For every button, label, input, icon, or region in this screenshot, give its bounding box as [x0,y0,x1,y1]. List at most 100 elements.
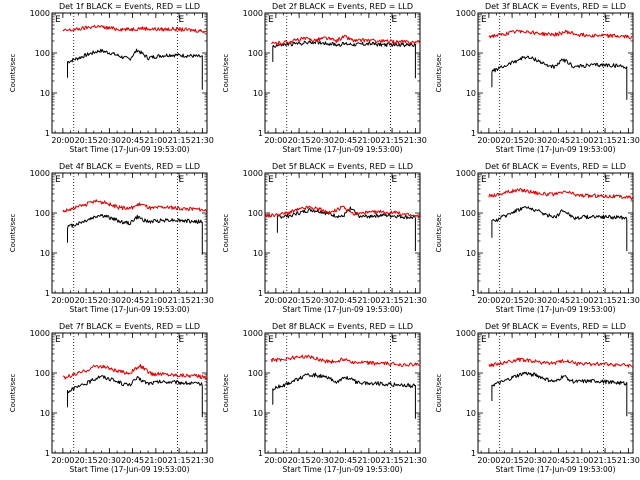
x-tick-label: 20:30 [524,136,547,145]
y-axis-label: Counts/sec [9,374,17,413]
panel-1: Det 1f BLACK = Events, RED = LLD 1 10 100 10… [9,2,214,154]
series-lld-line [62,363,208,380]
y-tick-label: 1 [45,129,50,138]
x-axis: 20:00 20:15 20:30 20:45 21:00 21:15 21:30Start… [51,13,214,154]
x-tick-label: 20:45 [121,456,144,465]
panel-9: Det 9f BLACK = Events, RED = LLD 1 10 100 10… [435,322,640,474]
x-tick-label: 20:00 [477,456,500,465]
x-tick-label: 20:30 [311,456,334,465]
e-marker-label: E [481,15,487,25]
x-tick-label: 21:00 [357,456,380,465]
panel-title: Det 2f BLACK = Events, RED = LLD [272,2,413,11]
series-events-line [67,48,203,90]
plot-frame [51,12,208,134]
y-axis-label: Counts/sec [9,214,17,253]
series-events-line [491,55,628,100]
x-axis-label: Start Time (17-Jun-09 19:53:00) [283,465,403,474]
x-tick-label: 21:15 [594,296,617,305]
e-marker-label: E [605,175,611,185]
y-axis-label: Counts/sec [222,374,230,413]
x-tick-label: 20:30 [98,456,121,465]
x-tick-label: 21:15 [381,456,404,465]
series-lld-line [488,357,634,368]
e-marker-label: E [179,335,185,345]
panel-title: Det 9f BLACK = Events, RED = LLD [485,322,626,331]
e-marker-label: E [55,335,61,345]
x-tick-label: 20:30 [98,136,121,145]
panel-title: Det 5f BLACK = Events, RED = LLD [272,162,413,171]
plot-frame [477,12,634,134]
x-tick-label: 20:15 [75,296,98,305]
x-axis: 20:00 20:15 20:30 20:45 21:00 21:15 21:30Start… [264,13,427,154]
y-tick-label: 1000 [30,329,50,338]
x-tick-label: 20:15 [501,296,524,305]
e-marker-label: E [268,335,274,345]
panel-7: Det 7f BLACK = Events, RED = LLD 1 10 100 10… [9,322,214,474]
x-tick-label: 20:45 [121,136,144,145]
y-tick-label: 1 [258,449,263,458]
e-marker-label: E [392,15,398,25]
y-tick-label: 100 [35,369,50,378]
panel-title: Det 4f BLACK = Events, RED = LLD [59,162,200,171]
panel-title: Det 1f BLACK = Events, RED = LLD [59,2,200,11]
x-tick-label: 21:15 [594,136,617,145]
x-tick-label: 20:15 [288,456,311,465]
e-marker-label: E [268,15,274,25]
x-axis-label: Start Time (17-Jun-09 19:53:00) [283,305,403,314]
series-lld-line [62,24,208,34]
x-axis-label: Start Time (17-Jun-09 19:53:00) [496,465,616,474]
x-tick-label: 20:00 [264,456,287,465]
panel-title: Det 8f BLACK = Events, RED = LLD [272,322,413,331]
y-tick-label: 1 [258,129,263,138]
x-axis: 20:00 20:15 20:30 20:45 21:00 21:15 21:30Start… [264,173,427,314]
x-tick-label: 20:45 [334,136,357,145]
y-axis: 1 10 100 1000 Counts/sec [435,169,633,298]
x-tick-label: 20:00 [51,296,74,305]
y-tick-label: 1000 [456,169,476,178]
series-events-line [272,372,416,419]
panel-5: Det 5f BLACK = Events, RED = LLD 1 10 100 10… [222,162,427,314]
e-marker-label: E [55,175,61,185]
x-tick-label: 21:30 [191,456,214,465]
x-axis: 20:00 20:15 20:30 20:45 21:00 21:15 21:30Start… [477,333,640,474]
x-tick-label: 20:45 [547,456,570,465]
y-tick-label: 1 [471,129,476,138]
x-tick-label: 21:00 [357,136,380,145]
x-tick-label: 21:00 [570,136,593,145]
y-tick-label: 10 [466,249,476,258]
y-tick-label: 100 [35,49,50,58]
y-axis: 1 10 100 1000 Counts/sec [9,169,207,298]
x-tick-label: 20:15 [501,136,524,145]
y-tick-label: 100 [248,49,263,58]
x-tick-label: 21:15 [594,456,617,465]
x-tick-label: 21:30 [617,296,640,305]
x-tick-label: 20:15 [288,136,311,145]
y-tick-label: 1 [258,289,263,298]
x-tick-label: 20:00 [477,296,500,305]
panel-8: Det 8f BLACK = Events, RED = LLD 1 10 100 10… [222,322,427,474]
plot-frame [477,172,634,294]
e-marker-label: E [392,175,398,185]
x-tick-label: 21:00 [144,136,167,145]
plot-frame [51,332,208,454]
x-axis: 20:00 20:15 20:30 20:45 21:00 21:15 21:30Start… [477,173,640,314]
x-axis-label: Start Time (17-Jun-09 19:53:00) [70,465,190,474]
y-axis-label: Counts/sec [435,54,443,93]
x-tick-label: 21:00 [357,296,380,305]
x-tick-label: 21:15 [381,136,404,145]
x-tick-label: 20:30 [311,136,334,145]
y-tick-label: 1000 [456,9,476,18]
x-tick-label: 20:00 [51,136,74,145]
x-axis-label: Start Time (17-Jun-09 19:53:00) [70,145,190,154]
x-tick-label: 21:15 [168,136,191,145]
x-tick-label: 21:00 [144,296,167,305]
x-tick-label: 20:00 [51,456,74,465]
x-tick-label: 20:00 [477,136,500,145]
y-tick-label: 100 [248,369,263,378]
y-axis: 1 10 100 1000 Counts/sec [9,329,207,458]
y-tick-label: 10 [253,89,263,98]
x-tick-label: 21:30 [617,136,640,145]
series-events-line [272,39,416,79]
y-axis: 1 10 100 1000 Counts/sec [222,9,420,138]
y-tick-label: 1000 [243,169,263,178]
